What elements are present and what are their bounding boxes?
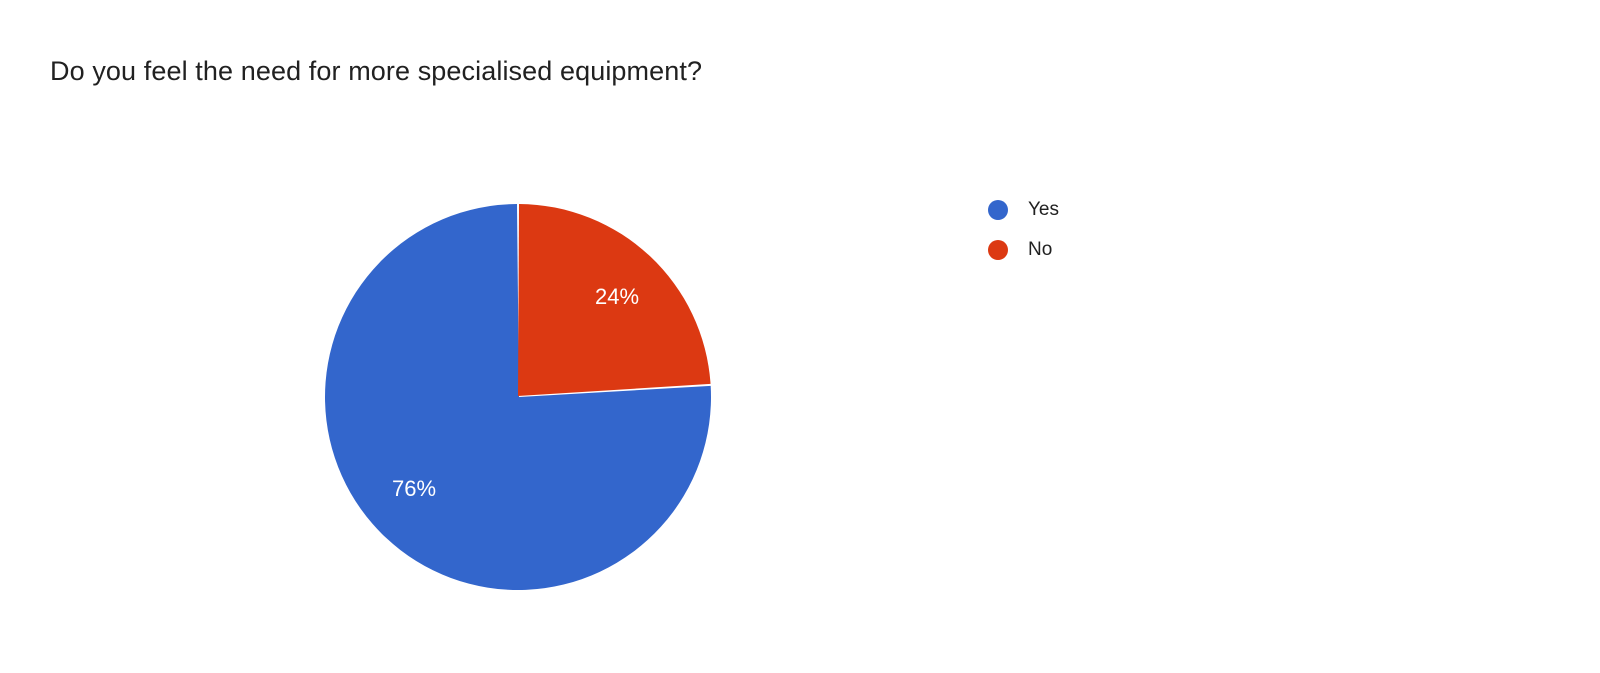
pie-slice-no[interactable] xyxy=(518,204,711,396)
pie-slices xyxy=(325,204,712,590)
legend-item-yes[interactable]: Yes xyxy=(988,200,1059,220)
legend-label-no: No xyxy=(1028,239,1053,260)
chart-legend: Yes No xyxy=(988,200,1059,260)
legend-color-swatch-no xyxy=(988,240,1008,260)
pie-slice-labels: 76% 24% xyxy=(392,284,639,501)
chart-title: Do you feel the need for more specialise… xyxy=(50,56,703,86)
pie-slice-label-no: 24% xyxy=(595,284,639,309)
pie-slice-yes[interactable] xyxy=(325,204,712,590)
legend-color-swatch-yes xyxy=(988,200,1008,220)
pie-slice-label-yes: 76% xyxy=(392,476,436,501)
legend-item-no[interactable]: No xyxy=(988,240,1059,260)
legend-label-yes: Yes xyxy=(1028,199,1059,220)
